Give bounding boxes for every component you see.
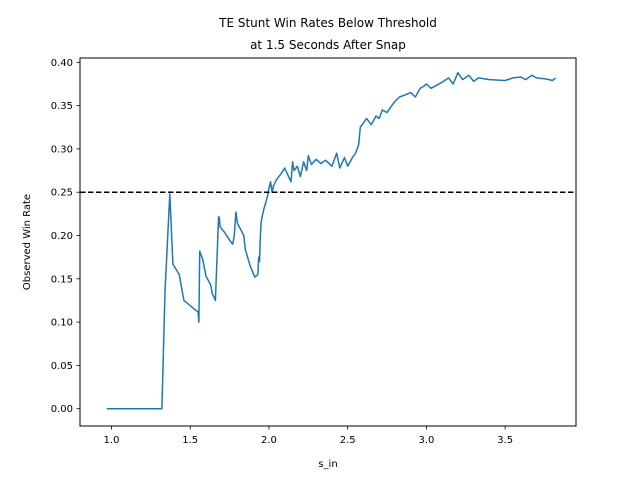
x-axis: 1.0 1.5 2.0 2.5 3.0 3.5	[104, 426, 513, 446]
chart-title-line2: at 1.5 Seconds After Snap	[250, 38, 406, 52]
y-tick-label: 0.15	[51, 274, 73, 285]
y-axis-label: Observed Win Rate	[22, 194, 33, 290]
x-tick-label: 2.5	[340, 435, 356, 446]
y-tick-label: 0.35	[51, 101, 73, 112]
y-tick-label: 0.10	[51, 318, 73, 329]
y-tick-label: 0.25	[51, 188, 73, 199]
y-tick-label: 0.40	[51, 58, 73, 69]
y-tick-label: 0.20	[51, 231, 73, 242]
plot-frame	[79, 57, 577, 427]
x-axis-label: s_in	[318, 459, 337, 470]
x-tick-label: 3.0	[418, 435, 434, 446]
y-tick-label: 0.30	[51, 144, 73, 155]
x-tick-label: 1.5	[182, 435, 198, 446]
y-axis: 0.00 0.05 0.10 0.15 0.20 0.25 0.30 0.35 0.40	[51, 58, 80, 415]
x-tick-label: 2.0	[261, 435, 277, 446]
y-tick-label: 0.00	[51, 404, 73, 415]
win-rate-series-line	[106, 71, 556, 410]
plot-area	[80, 71, 576, 410]
x-tick-label: 1.0	[104, 435, 120, 446]
chart-title-line1: TE Stunt Win Rates Below Threshold	[218, 16, 437, 30]
x-tick-label: 3.5	[497, 435, 513, 446]
y-tick-label: 0.05	[51, 361, 73, 372]
